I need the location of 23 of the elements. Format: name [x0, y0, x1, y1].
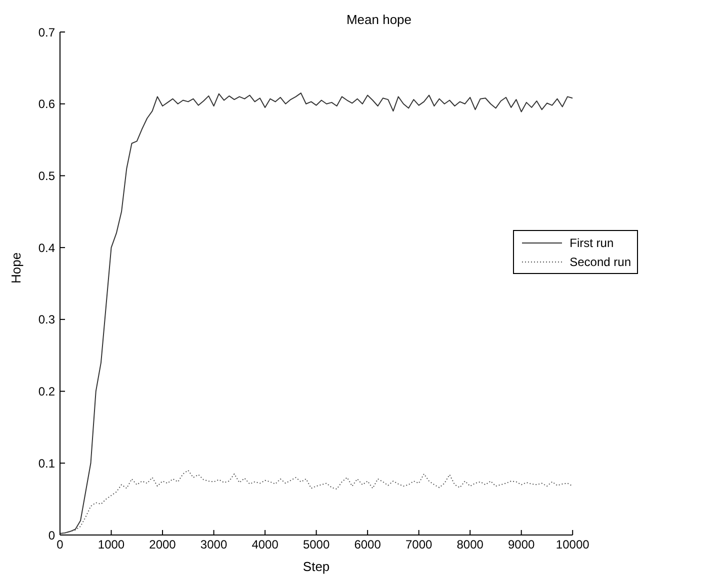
x-tick-label: 3000	[200, 538, 228, 552]
y-tick-label: 0.7	[38, 25, 56, 40]
legend-label: Second run	[570, 254, 631, 268]
x-tick-label: 10000	[556, 538, 590, 552]
x-tick-label: 7000	[405, 538, 432, 552]
x-tick-label: 8000	[456, 538, 484, 552]
x-tick-label: 2000	[149, 538, 176, 552]
y-tick-label: 0.3	[38, 312, 56, 327]
x-tick-label: 6000	[354, 538, 382, 552]
chart-title: Mean hope	[345, 12, 413, 27]
y-tick-label: 0.1	[38, 456, 56, 470]
y-tick-label: 0.2	[38, 384, 56, 399]
y-tick-label: 0.4	[38, 240, 56, 255]
y-axis-title: Hope	[8, 252, 24, 284]
legend-label: First run	[570, 236, 614, 250]
y-tick-label: 0.5	[38, 168, 56, 183]
x-tick-label: 9000	[508, 538, 536, 552]
x-tick-label: 1000	[98, 538, 125, 552]
x-axis-title: Step	[302, 559, 330, 574]
y-tick-label: 0	[48, 528, 56, 542]
x-tick-label: 4000	[252, 538, 279, 552]
y-tick-label: 0.6	[38, 97, 56, 112]
x-tick-label: 5000	[302, 538, 330, 552]
